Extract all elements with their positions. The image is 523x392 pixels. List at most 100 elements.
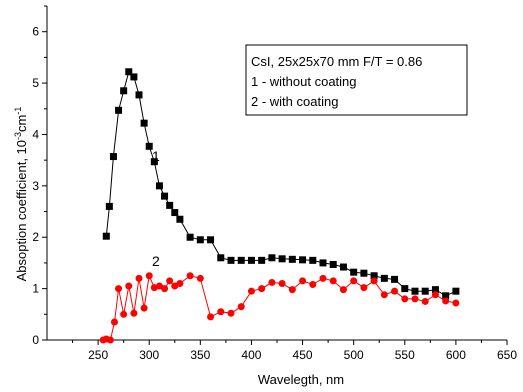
ticks-layer: 250 300 350 400 450 500 550 600 650 0 1 2 3 4 5 6 — [32, 5, 517, 362]
series-1-point — [309, 256, 317, 264]
series-2-point — [140, 304, 148, 312]
series-1-point — [452, 287, 460, 295]
series-1-point — [278, 255, 286, 263]
series-2-point — [360, 284, 368, 292]
series-2-point — [145, 272, 153, 280]
series-layer — [99, 68, 460, 344]
series-1-point — [171, 209, 179, 217]
series-1-point — [319, 259, 327, 267]
y-tick-label: 3 — [32, 179, 39, 193]
series-1-point — [176, 215, 184, 223]
series-2-point — [431, 291, 439, 299]
series-2-point — [135, 274, 143, 282]
series-1-point — [391, 275, 399, 283]
series-2-point — [401, 295, 409, 303]
series-2-point — [176, 279, 184, 287]
series-1-point — [120, 87, 128, 95]
series-1-point — [442, 292, 450, 300]
series-2-point — [196, 274, 204, 282]
x-tick-label: 600 — [446, 348, 466, 362]
series-2-point — [370, 277, 378, 285]
series-1-point — [130, 73, 138, 81]
y-axis-title-exp1: -3 — [13, 132, 23, 140]
y-axis-title-exp2: -1 — [13, 107, 23, 115]
series-2-point — [125, 282, 133, 290]
x-tick-label: 450 — [293, 348, 313, 362]
series-1-point — [135, 91, 143, 99]
series-1-point — [105, 202, 113, 210]
series-1-point — [237, 256, 245, 264]
series-2-point — [166, 277, 174, 285]
legend-frame — [245, 44, 468, 116]
series-2-point — [380, 291, 388, 299]
series-1-point — [350, 268, 358, 276]
series-2-point — [319, 274, 327, 282]
y-tick-label: 2 — [32, 230, 39, 244]
x-tick-label: 300 — [139, 348, 159, 362]
series-1-point — [329, 260, 337, 268]
series-1-point — [421, 287, 429, 295]
series-1-point — [431, 286, 439, 294]
series-2-point — [247, 287, 255, 295]
series-1-point — [166, 201, 174, 209]
series-2-point — [258, 285, 266, 293]
y-tick-label: 0 — [32, 333, 39, 347]
x-tick-label: 500 — [344, 348, 364, 362]
series-2-point — [442, 297, 450, 305]
y-axis-title-unit: cm — [14, 115, 29, 132]
series-1-point — [115, 106, 123, 114]
series-2-point — [106, 336, 114, 344]
series-1-point — [186, 233, 194, 241]
x-tick-label: 550 — [395, 348, 415, 362]
series-2-point — [299, 277, 307, 285]
y-tick-label: 1 — [32, 282, 39, 296]
series-1-point — [299, 256, 307, 264]
series-2-point — [115, 285, 123, 293]
series-1-point — [268, 254, 276, 262]
series-1-point — [207, 236, 215, 244]
series-2-point — [391, 287, 399, 295]
series-2-point — [161, 285, 169, 293]
series-1-point — [125, 68, 133, 76]
legend-line-2: 1 - without coating — [251, 74, 357, 89]
series-2-point — [452, 299, 460, 307]
x-tick-label: 350 — [190, 348, 210, 362]
series-1-point — [370, 272, 378, 280]
series-1-point — [227, 256, 235, 264]
series-2-point — [421, 297, 429, 305]
series-1-point — [140, 119, 148, 127]
series-2-point — [411, 295, 419, 303]
series-2-point — [120, 310, 128, 318]
series-2-label: 2 — [152, 253, 160, 269]
y-axis-title-main: Absoption coefficient, 10 — [14, 140, 29, 281]
series-1-point — [102, 232, 110, 240]
series-1-point — [288, 255, 296, 263]
series-2-point — [350, 277, 358, 285]
series-2-point — [288, 286, 296, 294]
series-2-point — [329, 277, 337, 285]
series-1-point — [247, 256, 255, 264]
series-2-point — [309, 281, 317, 289]
y-tick-label: 4 — [32, 127, 39, 141]
legend-line-1: CsI, 25x25x70 mm F/T = 0.86 — [251, 54, 422, 69]
series-1-point — [145, 142, 153, 150]
series-1-point — [109, 153, 117, 161]
y-tick-label: 6 — [32, 25, 39, 39]
series-2-point — [217, 308, 225, 316]
series-1-point — [161, 192, 169, 200]
series-1-point — [258, 256, 266, 264]
series-1-point — [401, 285, 409, 293]
series-2-point — [278, 279, 286, 287]
series-2-point — [339, 286, 347, 294]
series-1-point — [360, 269, 368, 277]
y-tick-label: 5 — [32, 76, 39, 90]
series-1-point — [411, 287, 419, 295]
series-2-point — [237, 303, 245, 311]
series-1-point — [196, 236, 204, 244]
series-1-point — [150, 158, 158, 166]
x-axis-title: Wavelegth, nm — [258, 372, 344, 387]
legend-line-3: 2 - with coating — [251, 94, 338, 109]
series-2-point — [207, 313, 215, 321]
series-1-point — [380, 274, 388, 282]
